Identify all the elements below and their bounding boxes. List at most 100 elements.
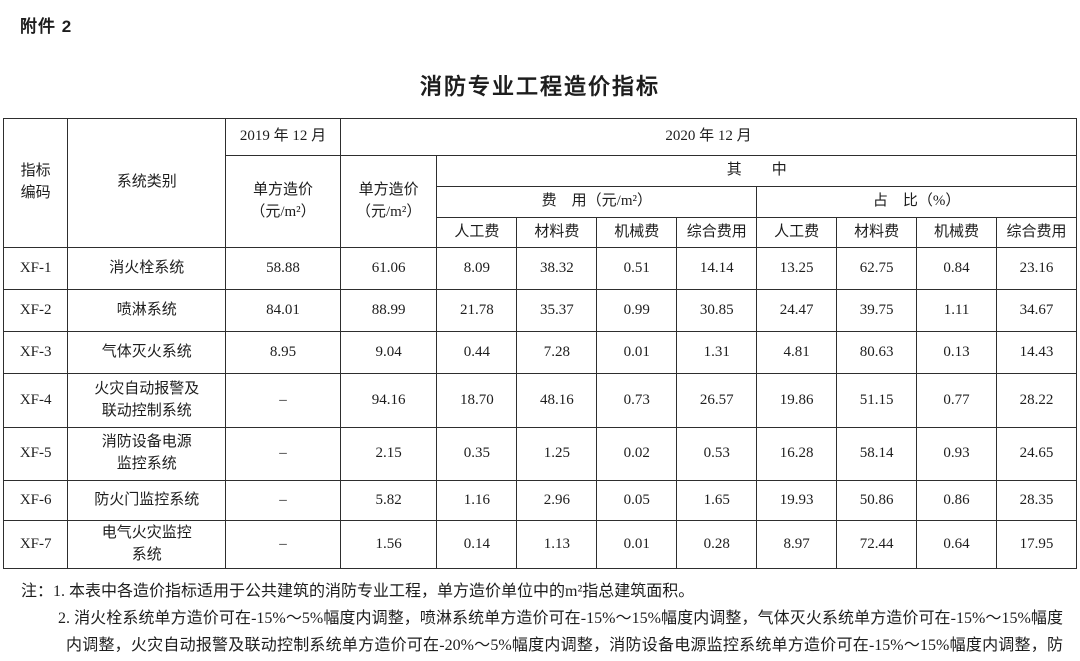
cell-fee-material: 38.32: [516, 247, 598, 290]
notes-section: 注：1. 本表中各造价指标适用于公共建筑的消防专业工程，单方造价单位中的m²指总…: [21, 578, 1063, 661]
cell-unit-cost-2020: 9.04: [339, 331, 438, 374]
table-row: XF-7 电气火灾监控 系统 – 1.56 0.14 1.13 0.01 0.2…: [2, 520, 1077, 569]
cell-unit-cost-2020: 88.99: [339, 289, 438, 332]
table-row: XF-2 喷淋系统 84.01 88.99 21.78 35.37 0.99 3…: [2, 289, 1077, 332]
cell-index-code: XF-2: [2, 289, 69, 332]
cell-fee-labor: 0.14: [436, 520, 518, 569]
col-header-unit-cost-2019: 单方造价 （元/m²）: [225, 155, 341, 248]
cell-fee-machinery: 0.99: [596, 289, 678, 332]
cell-ratio-material: 72.44: [836, 520, 918, 569]
cell-fee-comprehensive: 0.53: [676, 427, 758, 481]
cell-ratio-machinery: 0.86: [916, 480, 998, 521]
col-header-among-which: 其 中: [436, 155, 1077, 187]
header-row-groups: 费 用（元/m²） 占 比（%）: [4, 186, 1077, 218]
cell-fee-machinery: 0.01: [596, 520, 678, 569]
col-header-unit-cost-2020: 单方造价 （元/m²）: [339, 155, 438, 248]
cell-fee-labor: 18.70: [436, 373, 518, 428]
cell-ratio-material: 39.75: [836, 289, 918, 332]
cell-system-category: 火灾自动报警及 联动控制系统: [67, 373, 227, 428]
cell-unit-cost-2020: 2.15: [339, 427, 438, 481]
note-item-1: 1. 本表中各造价指标适用于公共建筑的消防专业工程，单方造价单位中的m²指总建筑…: [53, 583, 695, 600]
cell-fee-machinery: 0.51: [596, 247, 678, 290]
cell-system-category: 电气火灾监控 系统: [67, 520, 227, 569]
col-header-ratio-machinery: 机械费: [916, 217, 998, 248]
col-header-ratio-group: 占 比（%）: [756, 186, 1077, 218]
cell-ratio-labor: 16.28: [756, 427, 838, 481]
col-header-fee-material: 材料费: [516, 217, 598, 248]
cell-ratio-comprehensive: 28.22: [996, 373, 1077, 428]
col-header-ratio-material: 材料费: [836, 217, 918, 248]
cell-system-category: 气体灭火系统: [67, 331, 227, 374]
table-row: XF-6 防火门监控系统 – 5.82 1.16 2.96 0.05 1.65 …: [2, 480, 1077, 521]
cell-system-category: 消防设备电源 监控系统: [67, 427, 227, 481]
col-header-2019: 2019 年 12 月: [225, 118, 341, 156]
cell-index-code: XF-3: [2, 331, 69, 374]
col-header-fee-group: 费 用（元/m²）: [436, 186, 758, 218]
cell-ratio-labor: 4.81: [756, 331, 838, 374]
col-header-fee-comprehensive: 综合费用: [676, 217, 758, 248]
cell-fee-comprehensive: 30.85: [676, 289, 758, 332]
cell-system-category: 喷淋系统: [67, 289, 227, 332]
cell-unit-cost-2019: 58.88: [225, 247, 341, 290]
cost-index-table: 指标 编码 系统类别 2019 年 12 月 2020 年 12 月 单方造价 …: [2, 118, 1078, 569]
col-header-system-category: 系统类别: [67, 118, 227, 248]
cell-fee-material: 1.13: [516, 520, 598, 569]
cell-ratio-machinery: 0.64: [916, 520, 998, 569]
cell-fee-comprehensive: 26.57: [676, 373, 758, 428]
cell-ratio-machinery: 0.93: [916, 427, 998, 481]
cell-fee-machinery: 0.05: [596, 480, 678, 521]
col-header-2020: 2020 年 12 月: [339, 118, 1078, 156]
col-header-ratio-comprehensive: 综合费用: [996, 217, 1077, 248]
col-header-fee-machinery: 机械费: [596, 217, 678, 248]
cell-ratio-machinery: 0.13: [916, 331, 998, 374]
cell-fee-labor: 8.09: [436, 247, 518, 290]
cell-index-code: XF-7: [2, 520, 69, 569]
col-header-index-code: 指标 编码: [2, 118, 69, 248]
cell-unit-cost-2020: 1.56: [339, 520, 438, 569]
note-item-2: 2. 消火栓系统单方造价可在-15%～5%幅度内调整，喷淋系统单方造价可在-15…: [58, 610, 1063, 654]
cell-unit-cost-2019: –: [225, 520, 341, 569]
cell-unit-cost-2020: 61.06: [339, 247, 438, 290]
cell-index-code: XF-1: [2, 247, 69, 290]
cell-ratio-material: 62.75: [836, 247, 918, 290]
cell-ratio-comprehensive: 28.35: [996, 480, 1077, 521]
cell-ratio-comprehensive: 17.95: [996, 520, 1077, 569]
cell-ratio-material: 50.86: [836, 480, 918, 521]
table-row: XF-1 消火栓系统 58.88 61.06 8.09 38.32 0.51 1…: [2, 247, 1077, 290]
cell-index-code: XF-6: [2, 480, 69, 521]
cell-fee-machinery: 0.73: [596, 373, 678, 428]
cell-fee-labor: 0.35: [436, 427, 518, 481]
cell-unit-cost-2020: 94.16: [339, 373, 438, 428]
cell-index-code: XF-5: [2, 427, 69, 481]
header-row-subcolumns: 人工费 材料费 机械费 综合费用 人工费 材料费 机械费 综合费用: [4, 217, 1077, 248]
table-row: XF-5 消防设备电源 监控系统 – 2.15 0.35 1.25 0.02 0…: [2, 427, 1077, 481]
note-item-1-line: 注：1. 本表中各造价指标适用于公共建筑的消防专业工程，单方造价单位中的m²指总…: [21, 578, 1063, 605]
cell-system-category: 消火栓系统: [67, 247, 227, 290]
cell-ratio-labor: 24.47: [756, 289, 838, 332]
cell-ratio-labor: 19.86: [756, 373, 838, 428]
cell-fee-material: 1.25: [516, 427, 598, 481]
attachment-label: 附件 2: [20, 17, 73, 36]
cell-unit-cost-2019: –: [225, 427, 341, 481]
table-row: XF-4 火灾自动报警及 联动控制系统 – 94.16 18.70 48.16 …: [2, 373, 1077, 428]
cell-fee-material: 35.37: [516, 289, 598, 332]
cell-unit-cost-2019: 8.95: [225, 331, 341, 374]
cell-ratio-comprehensive: 24.65: [996, 427, 1077, 481]
cell-ratio-material: 51.15: [836, 373, 918, 428]
cell-fee-labor: 0.44: [436, 331, 518, 374]
header-row-among-which: 单方造价 （元/m²） 单方造价 （元/m²） 其 中: [4, 155, 1077, 248]
cell-unit-cost-2019: 84.01: [225, 289, 341, 332]
cell-ratio-labor: 8.97: [756, 520, 838, 569]
page-title: 消防专业工程造价指标: [419, 74, 660, 99]
cell-fee-material: 2.96: [516, 480, 598, 521]
col-header-ratio-labor: 人工费: [756, 217, 838, 248]
cell-unit-cost-2019: –: [225, 373, 341, 428]
header-row-periods: 指标 编码 系统类别 2019 年 12 月 2020 年 12 月: [2, 118, 1078, 248]
cell-fee-machinery: 0.01: [596, 331, 678, 374]
cell-ratio-machinery: 0.77: [916, 373, 998, 428]
cell-unit-cost-2020: 5.82: [339, 480, 438, 521]
cell-ratio-comprehensive: 23.16: [996, 247, 1077, 290]
cell-fee-comprehensive: 1.31: [676, 331, 758, 374]
cell-fee-machinery: 0.02: [596, 427, 678, 481]
cell-ratio-machinery: 0.84: [916, 247, 998, 290]
